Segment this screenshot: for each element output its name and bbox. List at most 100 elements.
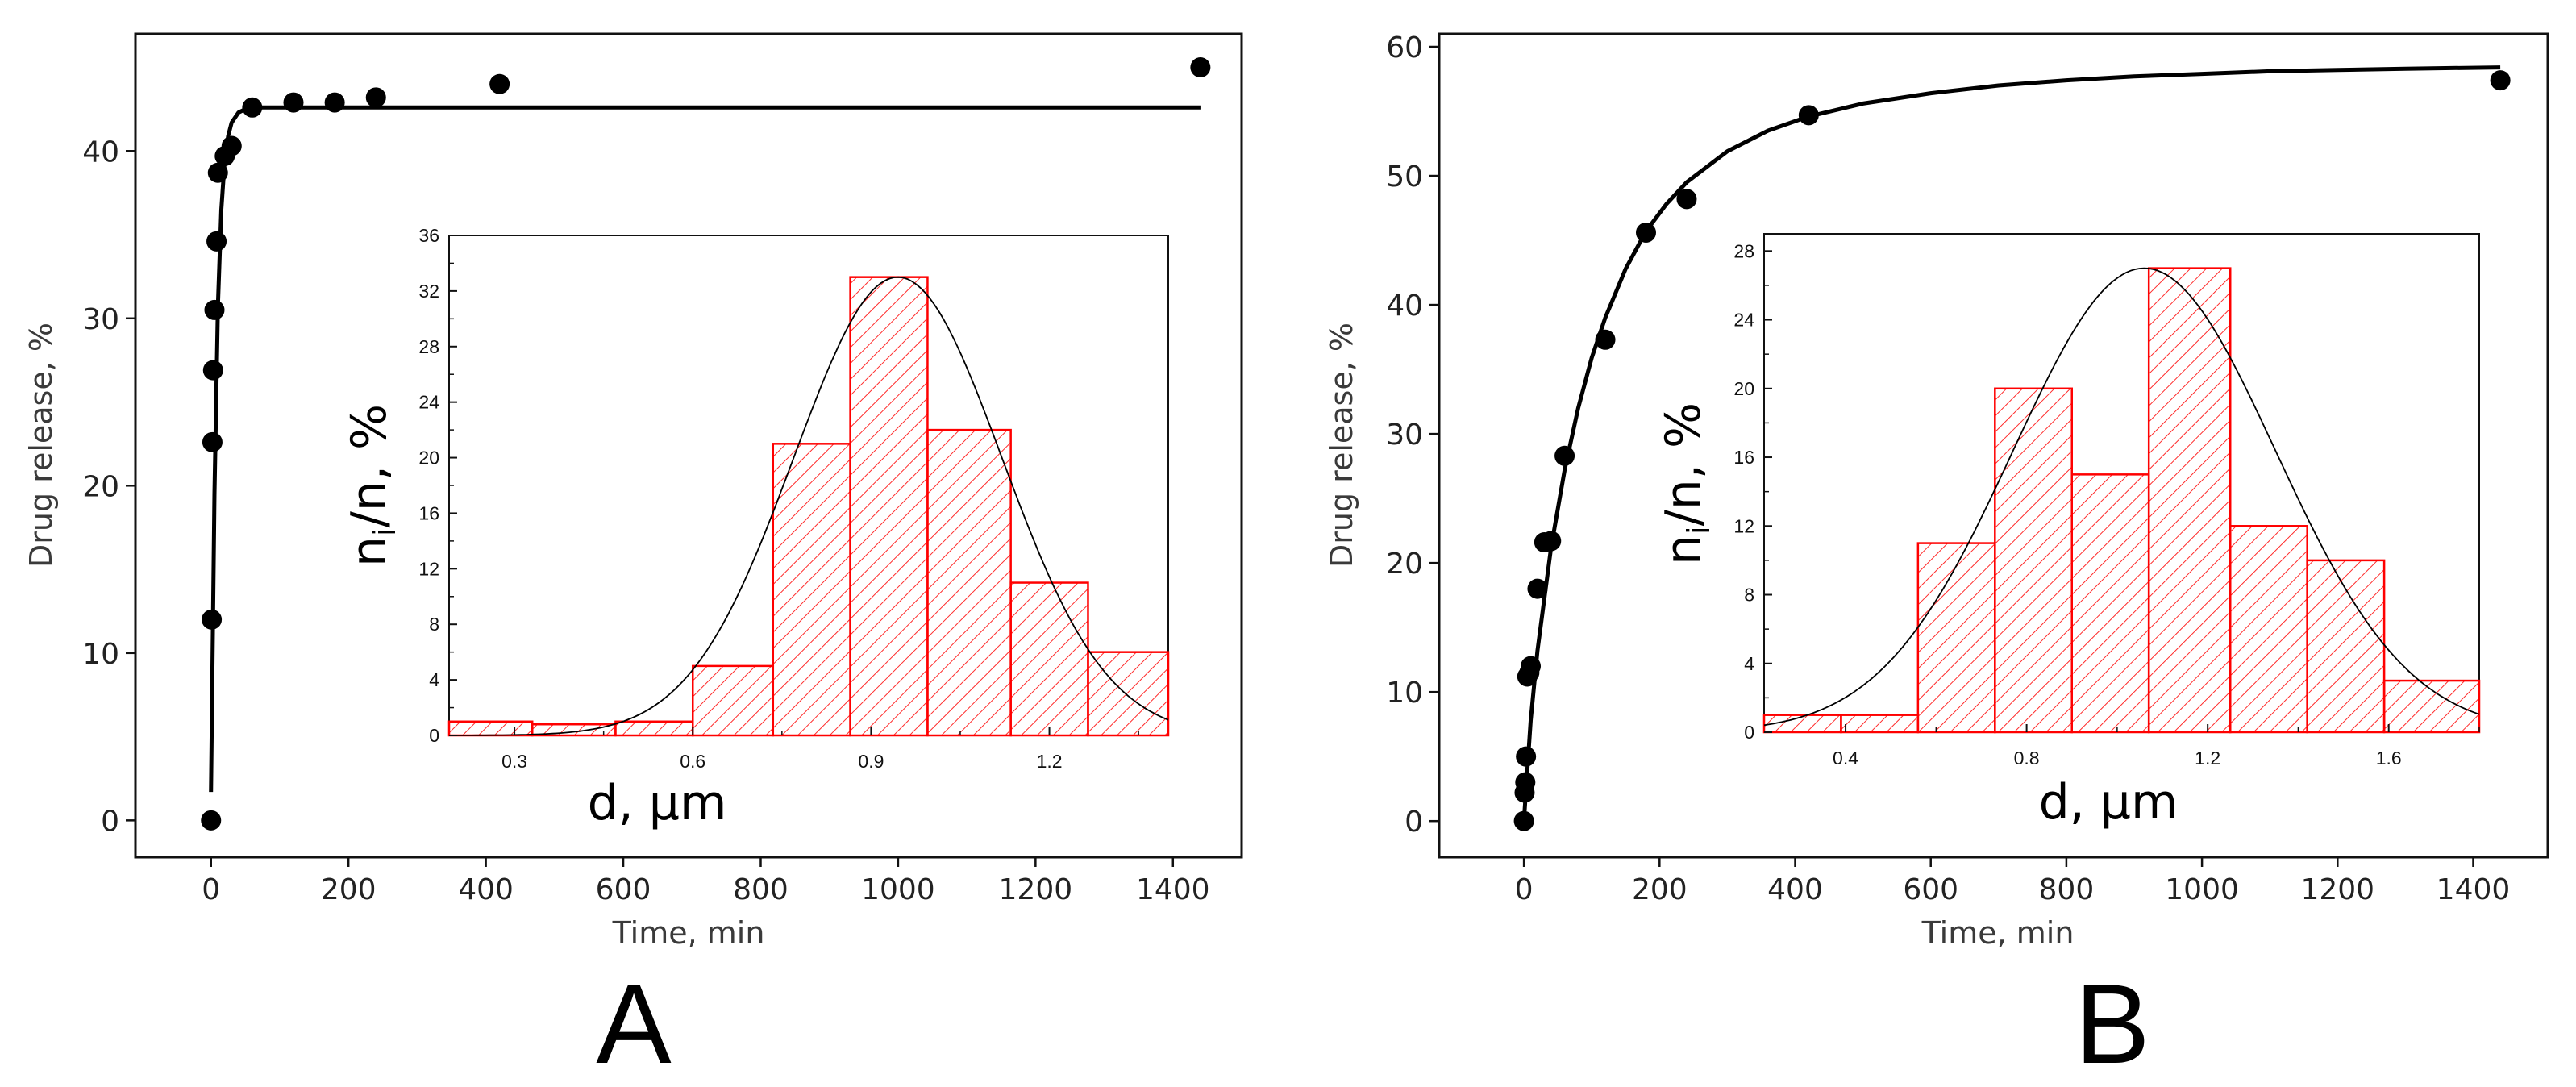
- panel-label: B: [2075, 960, 2149, 1087]
- y-tick-label: 10: [1386, 677, 1423, 710]
- gaussian-fit: [449, 276, 1169, 736]
- inset-y-tick-label: 12: [1733, 515, 1754, 536]
- y-axis-label: Drug release, %: [23, 323, 59, 568]
- panel-label: A: [596, 960, 672, 1087]
- data-point: [201, 810, 222, 831]
- data-point: [365, 87, 386, 108]
- data-point: [1798, 105, 1819, 126]
- inset-y-label: ni/n, %: [1655, 402, 1717, 565]
- inset-x-tick-label: 0.9: [858, 751, 884, 772]
- fit-series: [1521, 65, 2501, 822]
- inset-y-tick-label: 24: [418, 392, 439, 413]
- data-point: [221, 135, 242, 156]
- x-tick-label: 1400: [2437, 873, 2511, 906]
- data-point: [1554, 445, 1575, 466]
- inset-y-tick-label: 28: [418, 336, 439, 357]
- inset-x-tick-label: 1.2: [1037, 751, 1063, 772]
- inset-y-tick-label: 28: [1733, 240, 1754, 261]
- fit-line: [1521, 65, 2501, 822]
- inset-y-tick-label: 24: [1733, 310, 1754, 331]
- histogram-bar: [2306, 559, 2386, 734]
- size-distribution-inset: 0.3 0.6 0.9 1.2 0 4 8 12 16 20 24 28 32 36 d, μm ni/…: [341, 225, 1170, 831]
- size-distribution-inset: 0.4 0.8 1.2 1.6 0 4 8 12 16 20 24 28 d, μm ni/n, %: [1655, 233, 2481, 831]
- x-axis: 0 200 400 600 800 1000 1200 1400: [1515, 857, 2511, 906]
- data-point: [489, 73, 510, 94]
- inset-x-tick-label: 0.8: [2014, 748, 2040, 768]
- histogram-bar: [1916, 542, 1996, 734]
- inset-y-tick-label: 4: [429, 669, 439, 690]
- y-tick-label: 0: [101, 805, 119, 838]
- histogram-bar: [1009, 581, 1089, 737]
- data-point: [283, 92, 304, 113]
- inset-y-tick-label: 8: [1744, 585, 1754, 606]
- x-tick-label: 1200: [999, 873, 1073, 906]
- gaussian-curve: [1763, 267, 2480, 727]
- inset-y-label-rest: /n, %: [341, 404, 397, 527]
- y-axis: 0 10 20 30 40: [82, 135, 135, 838]
- histogram-bar: [849, 276, 929, 737]
- data-point: [1527, 578, 1548, 599]
- inset-y-tick-label: 12: [418, 558, 439, 579]
- inset-y-label-rest: /n, %: [1655, 402, 1712, 526]
- inset-y-tick-label: 4: [1744, 653, 1754, 674]
- y-tick-label: 60: [1386, 31, 1423, 65]
- data-point: [1521, 656, 1542, 677]
- inset-y-label-main: n: [1655, 535, 1712, 565]
- y-tick-label: 20: [1386, 548, 1423, 581]
- x-tick-label: 1000: [861, 873, 935, 906]
- inset-x-axis: 0.4 0.8 1.2 1.6: [1833, 724, 2480, 768]
- inset-y-tick-label: 0: [1744, 722, 1754, 743]
- inset-y-tick-label: 36: [418, 225, 439, 246]
- x-tick-label: 1200: [2300, 873, 2374, 906]
- x-axis: 0 200 400 600 800 1000 1200 1400: [202, 857, 1210, 906]
- x-tick-label: 800: [733, 873, 789, 906]
- y-axis: 0 10 20 30 40 50 60: [1386, 31, 1439, 839]
- gaussian-fit: [1763, 267, 2480, 727]
- histogram-bar: [2070, 473, 2150, 734]
- x-tick-label: 600: [596, 873, 651, 906]
- x-tick-label: 400: [458, 873, 514, 906]
- data-point: [324, 92, 345, 113]
- histogram-bar: [2229, 525, 2308, 734]
- inset-y-tick-label: 16: [1733, 447, 1754, 468]
- x-axis-label: Time, min: [1921, 915, 2075, 951]
- inset-y-label-sub: i: [367, 527, 402, 536]
- inset-y-label-main: n: [341, 536, 397, 567]
- data-point: [202, 609, 223, 630]
- inset-y-tick-label: 20: [418, 448, 439, 469]
- data-point: [204, 299, 225, 320]
- gaussian-curve: [449, 276, 1169, 736]
- y-axis-label: Drug release, %: [1324, 323, 1359, 568]
- inset-y-label: ni/n, %: [341, 404, 402, 567]
- y-tick-label: 0: [1405, 806, 1423, 839]
- data-point: [1541, 531, 1562, 552]
- y-tick-label: 20: [82, 470, 119, 503]
- inset-x-axis: 0.3 0.6 0.9 1.2: [501, 727, 1139, 772]
- histogram-bar: [2147, 267, 2232, 734]
- data-point: [202, 431, 223, 452]
- inset-y-axis: 0 4 8 12 16 20 24 28 32 36: [418, 225, 457, 746]
- data-point: [206, 231, 227, 252]
- inset-y-tick-label: 16: [418, 502, 439, 523]
- x-tick-label: 600: [1903, 873, 1958, 906]
- x-tick-label: 0: [1515, 873, 1534, 906]
- x-tick-label: 1000: [2165, 873, 2239, 906]
- histogram-bar: [614, 720, 694, 737]
- histogram-bar: [2382, 679, 2481, 734]
- inset-x-tick-label: 0.6: [680, 751, 705, 772]
- x-tick-label: 400: [1767, 873, 1823, 906]
- y-tick-label: 40: [82, 135, 119, 169]
- measured-series: [201, 57, 1211, 831]
- histogram-bar: [926, 428, 1012, 737]
- x-tick-label: 0: [202, 873, 220, 906]
- x-tick-label: 200: [321, 873, 377, 906]
- y-tick-label: 40: [1386, 289, 1423, 323]
- data-point: [1516, 746, 1537, 767]
- inset-y-tick-label: 0: [429, 725, 439, 746]
- data-point: [1595, 329, 1616, 350]
- x-axis-label: Time, min: [612, 915, 765, 951]
- inset-y-axis: 0 4 8 12 16 20 24 28: [1733, 240, 1772, 743]
- data-point: [2490, 70, 2511, 91]
